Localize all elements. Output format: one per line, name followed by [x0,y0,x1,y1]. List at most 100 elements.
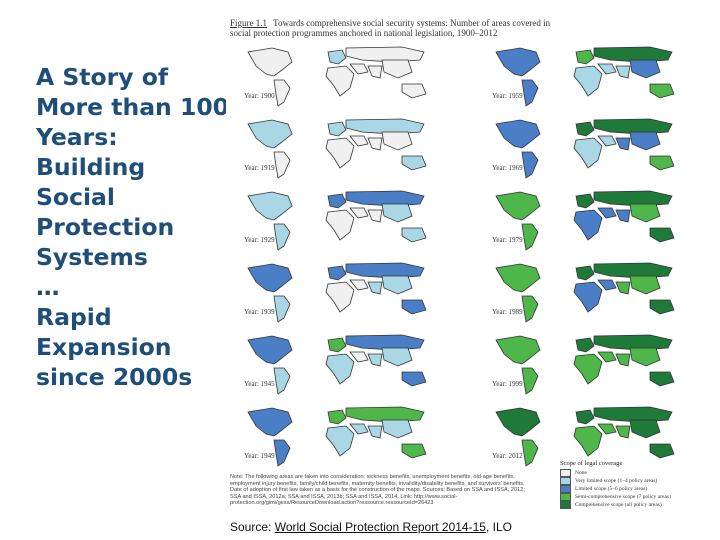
map-region [401,371,427,387]
map-region [575,265,595,281]
map-region [247,191,293,221]
world-map-graphic [247,334,427,395]
world-map-graphic [247,118,427,179]
map-region [325,209,355,241]
legend-item: Limited scope (5–6 policy areas) [560,485,700,493]
map-year-label: Year: 1929 [244,236,275,244]
map-region [573,65,603,97]
title-line: Systems [36,243,148,271]
map-region [247,407,293,437]
world-map-graphic [495,334,675,395]
legend-label: Very limited scope (1–4 policy areas) [575,478,658,484]
map-year-label: Year: 1919 [244,164,275,172]
map-region [495,263,541,293]
slide-title: A Story of More than 100 Years: Building… [36,62,236,392]
map-region [381,131,413,151]
map-region [649,227,675,243]
map-region [649,83,675,99]
map-region [367,209,383,223]
map-region [349,207,369,219]
map-region [573,209,603,241]
map-region [401,227,427,243]
legend-item: Comprehensive scope (all policy areas) [560,501,700,509]
title-line: Years: [36,123,118,151]
map-region [367,425,383,439]
map-region [325,65,355,97]
map-region [273,439,291,467]
map-region [401,155,427,171]
figure-caption-label: Figure 1.1 [230,18,267,28]
map-region [381,59,413,79]
world-map: Year: 1939 [230,260,444,326]
world-map-graphic [495,406,675,467]
map-region [575,121,595,137]
map-region [573,137,603,169]
map-region [325,281,355,313]
map-region [573,353,603,385]
map-region [573,425,603,457]
map-year-label: Year: 1939 [244,308,275,316]
title-line: Expansion [36,333,172,361]
map-region [247,47,293,77]
source-citation: Source: World Social Protection Report 2… [230,520,512,534]
map-region [629,347,661,367]
world-map-graphic [247,262,427,323]
map-region [327,337,347,353]
map-region [495,47,541,77]
map-region [325,353,355,385]
map-region [597,351,617,363]
map-region [521,295,539,323]
legend-label: Semi-comprehensive scope (7 policy areas… [575,494,671,500]
world-map: Year: 1900 [230,44,444,110]
map-region [521,79,539,107]
map-region [495,335,541,365]
map-region [615,281,631,295]
map-year-label: Year: 1979 [492,236,523,244]
legend-item: Semi-comprehensive scope (7 policy areas… [560,493,700,501]
map-region [325,137,355,169]
map-region [367,137,383,151]
map-region [381,347,413,367]
map-region [247,263,293,293]
title-line: More than 100 [36,93,230,121]
map-region [273,367,291,395]
map-region [597,207,617,219]
figure-image: Figure 1.1 Towards comprehensive social … [226,12,706,520]
map-region [629,131,661,151]
world-map: Year: 1929 [230,188,444,254]
title-line: A Story of [36,63,169,91]
world-map: Year: 1945 [230,332,444,398]
legend-item: None [560,469,700,477]
world-map: Year: 1919 [230,116,444,182]
map-region [573,281,603,313]
legend-title: Scope of legal coverage [560,460,623,467]
legend-swatch [560,501,571,509]
map-region [649,371,675,387]
world-map-graphic [495,46,675,107]
map-region [575,409,595,425]
world-map: Year: 1999 [478,332,692,398]
source-link[interactable]: World Social Protection Report 2014-15 [274,520,486,534]
title-line: since 2000s [36,363,193,391]
map-region [495,407,541,437]
map-region [273,79,291,107]
legend-item: Very limited scope (1–4 policy areas) [560,477,700,485]
map-region [575,49,595,65]
map-region [381,419,413,439]
map-region [349,279,369,291]
map-region [495,119,541,149]
world-map: Year: 1959 [478,44,692,110]
map-region [597,423,617,435]
map-region [327,49,347,65]
title-line: Social [36,183,115,211]
map-region [327,193,347,209]
figure-caption: Figure 1.1 Towards comprehensive social … [230,18,570,38]
map-region [615,209,631,223]
source-suffix: , ILO [485,520,512,534]
map-region [325,425,355,457]
world-map-graphic [247,46,427,107]
map-region [615,65,631,79]
map-region [597,135,617,147]
map-region [615,353,631,367]
legend-swatch [560,493,571,501]
